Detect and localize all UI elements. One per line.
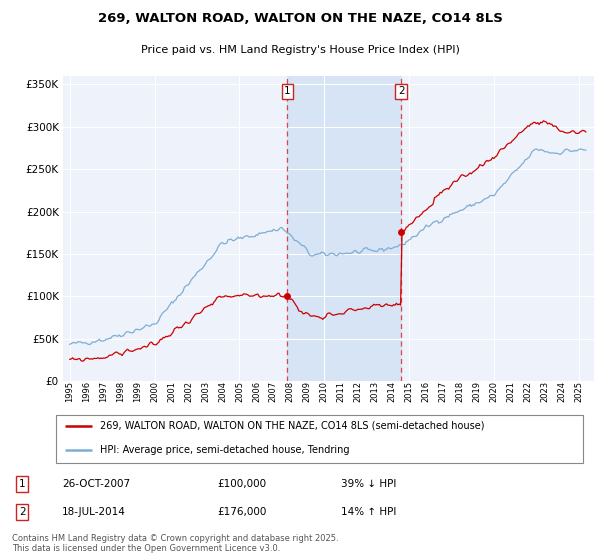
Text: 2014: 2014 (388, 381, 397, 402)
Text: 18-JUL-2014: 18-JUL-2014 (62, 507, 126, 517)
Text: 2002: 2002 (184, 381, 193, 402)
Text: 1997: 1997 (99, 381, 108, 402)
Text: 14% ↑ HPI: 14% ↑ HPI (341, 507, 397, 517)
Text: 2005: 2005 (235, 381, 244, 402)
Text: 2011: 2011 (337, 381, 346, 402)
Text: 2010: 2010 (320, 381, 329, 402)
Text: 2012: 2012 (353, 381, 362, 402)
Text: 2022: 2022 (523, 381, 532, 402)
Text: 1996: 1996 (82, 381, 91, 402)
Text: £176,000: £176,000 (218, 507, 267, 517)
Text: 39% ↓ HPI: 39% ↓ HPI (341, 479, 397, 489)
Text: 1999: 1999 (133, 381, 142, 402)
Text: 2013: 2013 (371, 381, 380, 402)
Text: 2025: 2025 (574, 381, 583, 402)
Text: 2: 2 (19, 507, 26, 517)
Text: 2015: 2015 (404, 381, 413, 402)
Text: Price paid vs. HM Land Registry's House Price Index (HPI): Price paid vs. HM Land Registry's House … (140, 45, 460, 55)
Text: 26-OCT-2007: 26-OCT-2007 (62, 479, 130, 489)
Text: 2: 2 (398, 86, 404, 96)
Text: Contains HM Land Registry data © Crown copyright and database right 2025.
This d: Contains HM Land Registry data © Crown c… (12, 534, 338, 553)
Text: 2024: 2024 (557, 381, 566, 402)
Text: 2009: 2009 (303, 381, 312, 402)
Text: 2007: 2007 (269, 381, 278, 402)
Text: 2020: 2020 (490, 381, 499, 402)
Text: 2017: 2017 (439, 381, 448, 402)
Text: 2023: 2023 (541, 381, 550, 402)
Text: 2001: 2001 (167, 381, 176, 402)
FancyBboxPatch shape (56, 415, 583, 463)
Text: 1: 1 (19, 479, 26, 489)
Text: HPI: Average price, semi-detached house, Tendring: HPI: Average price, semi-detached house,… (100, 445, 349, 455)
Text: 269, WALTON ROAD, WALTON ON THE NAZE, CO14 8LS: 269, WALTON ROAD, WALTON ON THE NAZE, CO… (98, 12, 502, 25)
Bar (287, 76, 401, 381)
Text: 2016: 2016 (422, 381, 431, 402)
Text: 2018: 2018 (455, 381, 464, 402)
Text: 1: 1 (284, 86, 291, 96)
Text: 2008: 2008 (286, 381, 295, 402)
Text: 2006: 2006 (252, 381, 261, 402)
Text: 2000: 2000 (150, 381, 159, 402)
Text: 1998: 1998 (116, 381, 125, 402)
Text: 2003: 2003 (201, 381, 210, 402)
Text: 2019: 2019 (472, 381, 481, 402)
Text: 2004: 2004 (218, 381, 227, 402)
Text: 2021: 2021 (506, 381, 515, 402)
Text: £100,000: £100,000 (218, 479, 267, 489)
Text: 269, WALTON ROAD, WALTON ON THE NAZE, CO14 8LS (semi-detached house): 269, WALTON ROAD, WALTON ON THE NAZE, CO… (100, 421, 484, 431)
Text: 1995: 1995 (65, 381, 74, 402)
